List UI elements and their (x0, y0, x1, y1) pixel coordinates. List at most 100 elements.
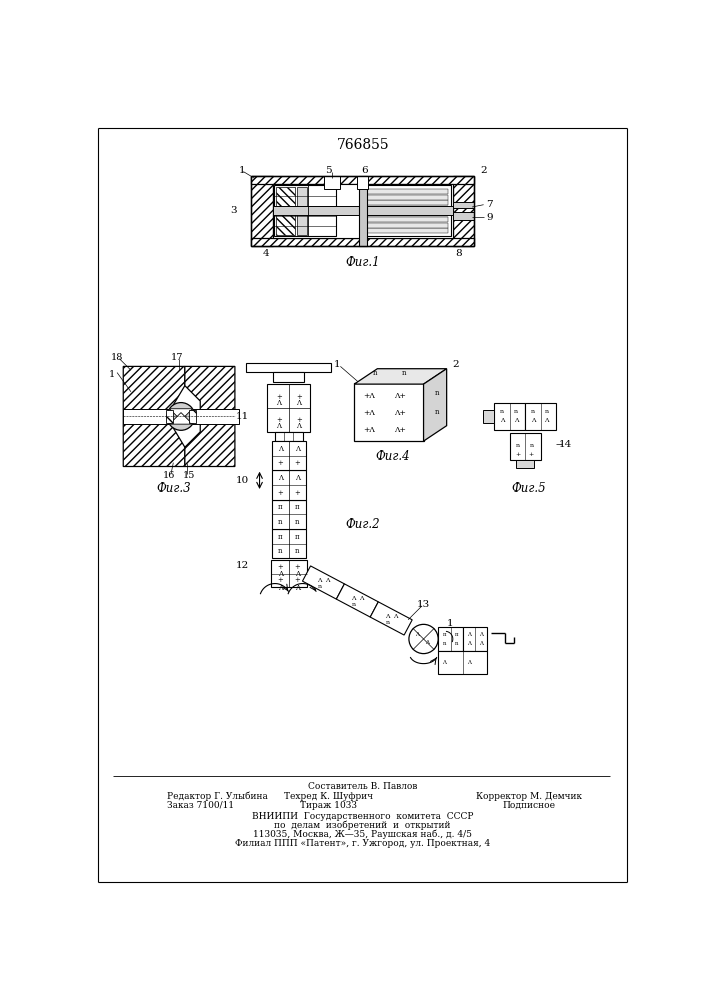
Bar (516, 460, 534, 468)
Text: +: + (277, 489, 284, 497)
Bar (273, 206, 452, 215)
Bar (525, 403, 556, 430)
Text: 8: 8 (455, 249, 462, 258)
Bar (275, 432, 303, 441)
Bar (366, 195, 448, 200)
Text: n: n (295, 518, 300, 526)
Text: n: n (455, 641, 458, 646)
Text: 1: 1 (448, 619, 454, 628)
Text: Λ: Λ (416, 632, 419, 637)
Bar (325, 176, 339, 189)
Bar (276, 187, 295, 235)
Text: 16: 16 (163, 471, 175, 480)
Text: +: + (529, 452, 534, 457)
Polygon shape (423, 369, 447, 441)
Text: 2: 2 (480, 166, 487, 175)
Text: Λ: Λ (296, 399, 301, 407)
Text: Λ: Λ (500, 418, 504, 423)
Bar (366, 223, 448, 228)
Text: +: + (276, 416, 281, 424)
Text: n: n (443, 641, 446, 646)
Bar (274, 372, 304, 382)
Text: Корректор М. Демчик: Корректор М. Демчик (476, 792, 582, 801)
Text: n: n (545, 409, 549, 414)
Text: Подписное: Подписное (503, 801, 556, 810)
Bar (366, 228, 448, 233)
Bar (274, 185, 336, 236)
Text: +: + (296, 416, 302, 424)
Text: 13: 13 (417, 600, 430, 609)
Text: Фиг.3: Фиг.3 (156, 482, 191, 495)
Bar (273, 184, 452, 238)
Text: Λ: Λ (467, 660, 471, 665)
Text: n: n (530, 443, 533, 448)
Bar (483, 410, 494, 423)
Bar (251, 176, 474, 184)
Text: π: π (455, 632, 458, 637)
Text: 18: 18 (111, 353, 123, 362)
Ellipse shape (167, 403, 195, 430)
Text: Λ: Λ (325, 578, 329, 583)
Text: Λ: Λ (359, 596, 363, 601)
Polygon shape (185, 366, 235, 466)
Text: 1: 1 (110, 370, 115, 379)
Text: +: + (277, 459, 284, 467)
Text: n: n (500, 409, 504, 414)
Text: +: + (277, 576, 284, 584)
Bar (272, 470, 305, 500)
Text: Λ: Λ (351, 596, 356, 601)
Text: π: π (295, 503, 300, 511)
Text: Λ: Λ (317, 578, 322, 583)
Bar (463, 627, 487, 651)
Text: +: + (294, 459, 300, 467)
Text: Λ: Λ (296, 422, 301, 430)
Bar (438, 627, 463, 651)
Text: n: n (515, 443, 520, 448)
Text: Λ: Λ (426, 640, 429, 645)
Text: 6: 6 (362, 166, 368, 175)
Text: π: π (443, 632, 446, 637)
Bar (123, 409, 239, 424)
Bar (359, 176, 366, 246)
Polygon shape (337, 584, 378, 617)
Text: Техред К. Шуфрич: Техред К. Шуфрич (284, 792, 373, 801)
Text: Λ+: Λ+ (395, 409, 407, 417)
Text: Фиг.5: Фиг.5 (512, 482, 547, 495)
Text: 4: 4 (263, 249, 270, 258)
Text: Λ: Λ (467, 632, 471, 637)
Bar (452, 176, 474, 246)
Polygon shape (170, 409, 192, 420)
Text: n: n (436, 408, 440, 416)
Bar (363, 185, 451, 236)
Polygon shape (303, 566, 344, 599)
Bar (247, 363, 331, 372)
Text: Λ: Λ (295, 584, 300, 592)
Text: Λ: Λ (278, 445, 283, 453)
Text: Λ: Λ (544, 418, 549, 423)
Bar (272, 529, 305, 558)
Text: Λ: Λ (393, 614, 397, 619)
Text: +: + (294, 576, 300, 584)
Polygon shape (170, 413, 192, 424)
Text: 17: 17 (171, 353, 183, 362)
Text: Фиг.2: Фиг.2 (346, 518, 380, 531)
Text: Филиал ППП «Патент», г. Ужгород, ул. Проектная, 4: Филиал ППП «Патент», г. Ужгород, ул. Про… (235, 839, 491, 848)
Text: n: n (385, 620, 390, 625)
Text: +: + (296, 393, 302, 401)
Bar (366, 200, 448, 205)
Text: n: n (351, 602, 356, 607)
Text: по  делам  изобретений  и  открытий: по делам изобретений и открытий (274, 821, 451, 830)
Text: 1: 1 (334, 360, 341, 369)
Bar (366, 189, 448, 194)
Text: 11: 11 (235, 412, 249, 421)
Text: n: n (531, 409, 535, 414)
Text: 12: 12 (235, 561, 249, 570)
Text: Λ: Λ (295, 474, 300, 482)
Polygon shape (123, 366, 185, 466)
Text: +: + (294, 563, 300, 571)
Bar (354, 383, 423, 441)
Bar (251, 238, 474, 246)
Bar (189, 410, 197, 423)
Text: Λ: Λ (278, 570, 283, 578)
Bar (297, 187, 307, 235)
